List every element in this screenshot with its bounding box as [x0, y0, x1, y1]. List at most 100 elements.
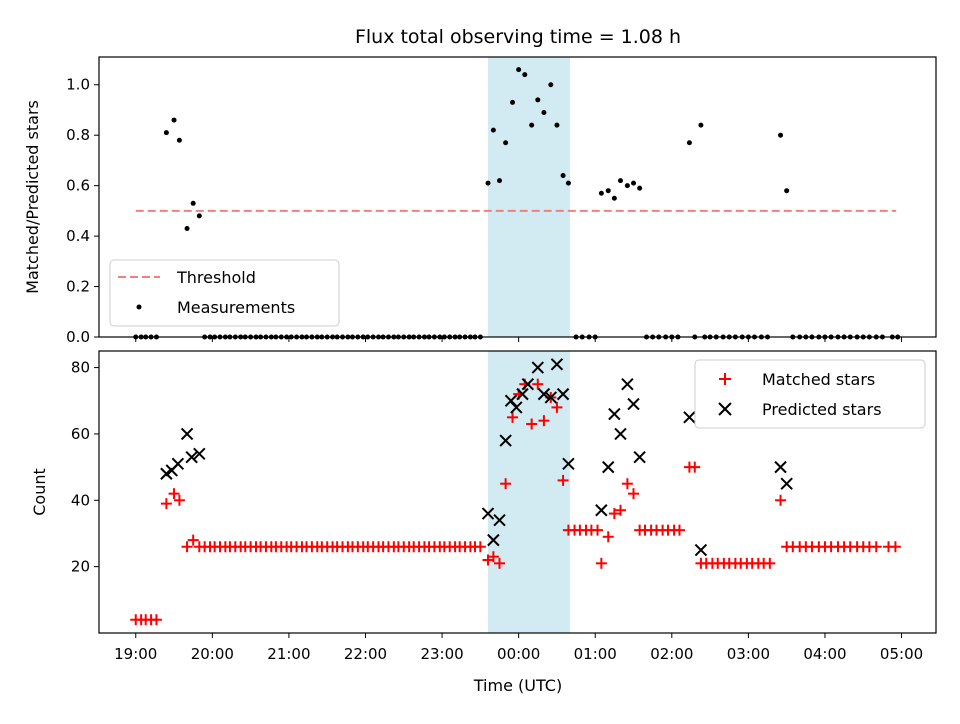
measurement-point — [171, 117, 177, 123]
matched-star-point — [608, 508, 620, 520]
x-tick-label: 21:00 — [267, 645, 310, 663]
counts-plot-frame — [98, 350, 937, 634]
matched-star-point — [507, 411, 519, 423]
predicted-star-point — [499, 434, 512, 447]
counts-ylabel: Count — [30, 468, 49, 516]
predicted-star-point — [171, 457, 185, 471]
x-tick-label: 03:00 — [727, 645, 770, 663]
x-tick-label: 04:00 — [803, 645, 846, 663]
matched-star-point — [557, 474, 569, 486]
x-tick-label: 01:00 — [574, 645, 617, 663]
predicted-star-point — [550, 358, 564, 371]
x-tick-label: 22:00 — [344, 645, 387, 663]
matched-star-point — [870, 541, 882, 553]
x-axis-label: Time (UTC) — [473, 676, 562, 695]
legend-threshold-label: Threshold — [176, 268, 256, 287]
x-tick-label: 00:00 — [497, 645, 540, 663]
counts-panel: 20 40 60 80 19:00 20:00 21:00 22:00 23:00 00:00 0… — [30, 350, 937, 695]
y-tick-label: 0.6 — [66, 177, 90, 195]
predicted-star-point — [487, 533, 500, 547]
y-tick-label: 1.0 — [66, 76, 90, 94]
matched-star-point — [181, 541, 193, 553]
predicted-star-point — [531, 361, 545, 374]
measurement-point — [624, 183, 630, 189]
measurement-point — [196, 213, 202, 219]
measurement-point — [176, 137, 182, 143]
counts-legend: Matched stars Predicted stars — [694, 359, 926, 429]
matched-star-point — [592, 524, 604, 536]
predicted-star-point — [608, 407, 621, 421]
predicted-star-point — [774, 460, 787, 474]
measurement-point — [516, 67, 522, 73]
matched-star-point — [187, 534, 199, 546]
measurement-point — [503, 140, 509, 146]
measurement-point — [605, 188, 611, 194]
matched-star-point — [168, 488, 180, 500]
predicted-star-point — [627, 397, 640, 411]
measurement-point — [778, 132, 784, 138]
x-tick-label: 20:00 — [191, 645, 234, 663]
predicted-star-point — [193, 447, 206, 461]
chart-title: Flux total observing time = 1.08 h — [355, 26, 681, 48]
y-tick-label: 0.2 — [66, 278, 90, 296]
predicted-star-point — [614, 427, 627, 441]
predicted-star-point — [683, 411, 696, 424]
predicted-star-point — [633, 450, 646, 464]
x-tick-label: 19:00 — [114, 645, 157, 663]
matched-star-point — [173, 494, 185, 506]
ratio-panel: 0.0 0.2 0.4 0.6 0.8 1.0 Matched/Predicted sta… — [23, 56, 937, 346]
measurement-point — [184, 226, 190, 232]
matched-star-point — [628, 488, 640, 500]
predicted-star-point — [595, 504, 608, 517]
matched-star-point — [775, 494, 787, 506]
predicted-star-point — [544, 391, 558, 404]
measurement-point — [784, 188, 790, 194]
y-tick-label: 80 — [71, 359, 90, 377]
measurement-point — [631, 180, 637, 186]
x-tick-label: 02:00 — [650, 645, 693, 663]
y-tick-label: 0.0 — [66, 328, 90, 346]
measurement-point — [535, 97, 541, 103]
predicted-star-point — [481, 507, 495, 520]
predicted-star-point — [537, 387, 551, 401]
measurement-point — [617, 178, 623, 184]
matched-star-point — [150, 614, 162, 626]
matched-star-point — [689, 461, 701, 473]
predicted-star-point — [521, 377, 535, 391]
legend-predicted-label: Predicted stars — [762, 400, 882, 419]
measurement-point — [485, 180, 491, 186]
matched-star-point — [602, 531, 614, 543]
measurement-point — [637, 185, 643, 191]
y-tick-label: 60 — [71, 425, 90, 443]
matched-star-point — [673, 524, 685, 536]
matched-star-point — [526, 418, 538, 430]
measurement-point — [598, 190, 604, 196]
measurement-point — [565, 180, 571, 186]
ratio-legend: Threshold Measurements — [109, 259, 340, 327]
measurement-point — [529, 122, 535, 128]
predicted-star-point — [780, 477, 793, 490]
predicted-star-point — [556, 387, 570, 401]
matched-star-point — [532, 378, 544, 390]
matched-star-point — [474, 541, 486, 553]
predicted-star-point — [510, 401, 523, 414]
predicted-star-point — [516, 387, 529, 401]
matched-star-point — [614, 504, 626, 516]
matched-star-point — [487, 551, 499, 563]
measurement-point — [522, 72, 528, 78]
measurement-point — [548, 82, 554, 88]
matched-star-point — [889, 541, 901, 553]
measurement-point — [497, 178, 503, 184]
measurement-point — [541, 109, 547, 115]
measurement-point — [686, 140, 692, 146]
predicted-star-point — [562, 457, 575, 471]
counts-span — [488, 351, 570, 633]
predicted-star-point — [185, 450, 198, 464]
measurement-point — [163, 130, 169, 136]
y-tick-label: 40 — [71, 491, 90, 509]
ratio-ylabel: Matched/Predicted stars — [23, 100, 42, 294]
y-tick-label: 20 — [71, 558, 90, 576]
y-tick-label: 0.4 — [66, 227, 90, 245]
measurement-point — [510, 99, 516, 105]
matched-star-point — [764, 557, 776, 569]
